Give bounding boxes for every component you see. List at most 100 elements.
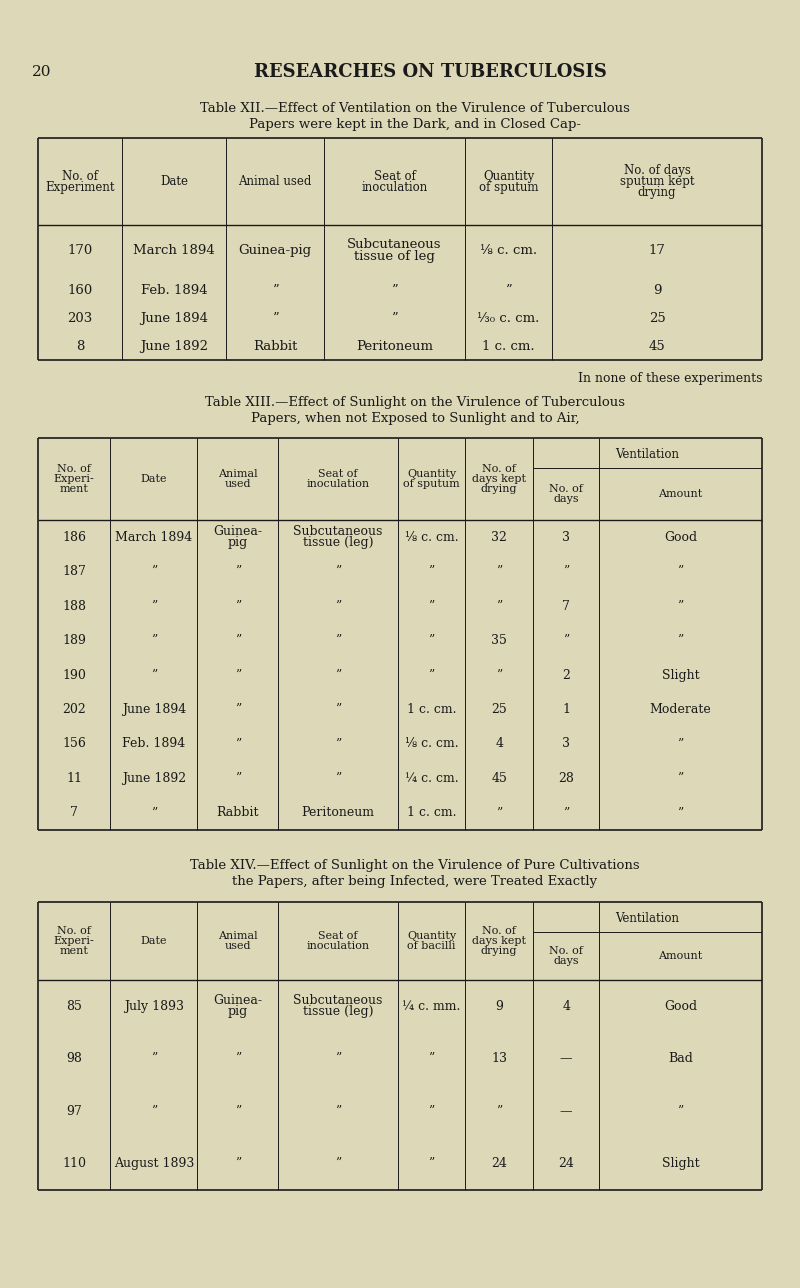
Text: March 1894: March 1894	[134, 245, 215, 258]
Text: used: used	[225, 942, 251, 951]
Text: ”: ”	[335, 772, 342, 784]
Text: Seat of: Seat of	[374, 170, 415, 183]
Text: ”: ”	[678, 634, 684, 647]
Text: 9: 9	[653, 283, 662, 296]
Text: Peritoneum: Peritoneum	[356, 340, 433, 353]
Text: Papers, when not Exposed to Sunlight and to Air,: Papers, when not Exposed to Sunlight and…	[250, 411, 579, 425]
Text: 2: 2	[562, 668, 570, 681]
Text: Peritoneum: Peritoneum	[302, 806, 374, 819]
Text: ”: ”	[335, 634, 342, 647]
Text: days kept: days kept	[472, 474, 526, 484]
Text: Subcutaneous: Subcutaneous	[294, 994, 382, 1007]
Text: 4: 4	[562, 999, 570, 1012]
Text: ”: ”	[234, 772, 241, 784]
Text: 7: 7	[562, 600, 570, 613]
Text: Quantity: Quantity	[483, 170, 534, 183]
Text: 24: 24	[558, 1157, 574, 1171]
Text: ”: ”	[678, 565, 684, 578]
Text: Slight: Slight	[662, 668, 699, 681]
Text: Subcutaneous: Subcutaneous	[294, 526, 382, 538]
Text: ”: ”	[428, 1105, 434, 1118]
Text: Seat of: Seat of	[318, 931, 358, 942]
Text: 25: 25	[491, 703, 507, 716]
Text: Experi-: Experi-	[54, 936, 94, 945]
Text: 9: 9	[495, 999, 503, 1012]
Text: No. of days: No. of days	[623, 164, 690, 176]
Text: 45: 45	[491, 772, 507, 784]
Text: 1 c. cm.: 1 c. cm.	[482, 340, 535, 353]
Text: ”: ”	[496, 565, 502, 578]
Text: No. of: No. of	[58, 464, 91, 474]
Text: ”: ”	[234, 1157, 241, 1171]
Text: ”: ”	[272, 312, 278, 325]
Text: ”: ”	[150, 1105, 157, 1118]
Text: Guinea-: Guinea-	[214, 526, 262, 538]
Text: tissue of leg: tissue of leg	[354, 250, 435, 263]
Text: 1: 1	[562, 703, 570, 716]
Text: ⅛ c. cm.: ⅛ c. cm.	[405, 531, 458, 544]
Text: the Papers, after being Infected, were Treated Exactly: the Papers, after being Infected, were T…	[233, 876, 598, 889]
Text: Feb. 1894: Feb. 1894	[141, 283, 207, 296]
Text: 98: 98	[66, 1052, 82, 1065]
Text: —: —	[560, 1105, 573, 1118]
Text: —: —	[560, 1052, 573, 1065]
Text: Bad: Bad	[668, 1052, 693, 1065]
Text: ”: ”	[678, 600, 684, 613]
Text: inoculation: inoculation	[306, 942, 370, 951]
Text: 170: 170	[67, 245, 93, 258]
Text: June 1894: June 1894	[140, 312, 208, 325]
Text: ”: ”	[335, 1052, 342, 1065]
Text: No. of: No. of	[58, 926, 91, 936]
Text: 8: 8	[76, 340, 84, 353]
Text: ”: ”	[234, 668, 241, 681]
Text: ”: ”	[335, 565, 342, 578]
Text: ”: ”	[234, 738, 241, 751]
Text: Good: Good	[664, 531, 697, 544]
Text: Guinea-pig: Guinea-pig	[238, 245, 312, 258]
Text: Moderate: Moderate	[650, 703, 711, 716]
Text: of sputum: of sputum	[403, 479, 460, 489]
Text: 17: 17	[649, 245, 666, 258]
Text: 11: 11	[66, 772, 82, 784]
Text: ”: ”	[335, 703, 342, 716]
Text: 35: 35	[491, 634, 507, 647]
Text: 156: 156	[62, 738, 86, 751]
Text: No. of: No. of	[482, 926, 516, 936]
Text: ”: ”	[335, 668, 342, 681]
Text: 186: 186	[62, 531, 86, 544]
Text: ”: ”	[428, 634, 434, 647]
Text: RESEARCHES ON TUBERCULOSIS: RESEARCHES ON TUBERCULOSIS	[254, 63, 606, 81]
Text: ¼ c. cm.: ¼ c. cm.	[405, 772, 458, 784]
Text: ”: ”	[150, 806, 157, 819]
Text: August 1893: August 1893	[114, 1157, 194, 1171]
Text: days kept: days kept	[472, 936, 526, 945]
Text: ”: ”	[150, 634, 157, 647]
Text: drying: drying	[481, 945, 518, 956]
Text: Subcutaneous: Subcutaneous	[347, 238, 442, 251]
Text: pig: pig	[228, 536, 248, 549]
Text: days: days	[554, 495, 579, 504]
Text: ”: ”	[234, 565, 241, 578]
Text: 202: 202	[62, 703, 86, 716]
Text: Amount: Amount	[658, 951, 702, 961]
Text: 3: 3	[562, 531, 570, 544]
Text: Rabbit: Rabbit	[217, 806, 259, 819]
Text: Papers were kept in the Dark, and in Closed Cap-: Papers were kept in the Dark, and in Clo…	[249, 117, 581, 130]
Text: 20: 20	[32, 64, 51, 79]
Text: Experiment: Experiment	[46, 180, 114, 193]
Text: Ventilation: Ventilation	[616, 912, 680, 925]
Text: Amount: Amount	[658, 489, 702, 498]
Text: ”: ”	[150, 668, 157, 681]
Text: ”: ”	[496, 806, 502, 819]
Text: ”: ”	[335, 600, 342, 613]
Text: 203: 203	[67, 312, 93, 325]
Text: ”: ”	[335, 1157, 342, 1171]
Text: 4: 4	[495, 738, 503, 751]
Text: 28: 28	[558, 772, 574, 784]
Text: June 1892: June 1892	[122, 772, 186, 784]
Text: June 1894: June 1894	[122, 703, 186, 716]
Text: Animal: Animal	[218, 931, 258, 942]
Text: ”: ”	[506, 283, 512, 296]
Text: 160: 160	[67, 283, 93, 296]
Text: June 1892: June 1892	[140, 340, 208, 353]
